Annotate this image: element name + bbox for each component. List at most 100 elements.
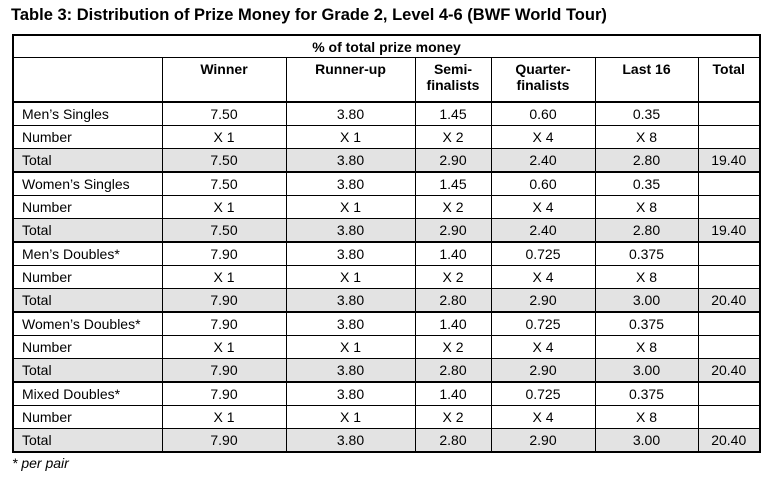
total-row: Total 7.90 3.80 2.80 2.90 3.00 20.40 [12,357,761,382]
table-cell: X 4 [490,194,596,219]
table-cell: 1.40 [414,380,492,406]
table-cell: 2.40 [490,217,596,242]
total-row: Total 7.50 3.80 2.90 2.40 2.80 19.40 [12,147,761,172]
event-row: Mixed Doubles* 7.90 3.80 1.40 0.725 0.375 [12,380,761,406]
table-cell: X 4 [490,334,596,359]
column-header-blank [12,57,163,102]
table-cell: 3.80 [285,357,416,382]
event-row: Women’s Doubles* 7.90 3.80 1.40 0.725 0.375 [12,310,761,336]
table-cell: 3.80 [285,287,416,312]
table-cell: 2.90 [414,147,492,172]
table-cell: X 1 [161,194,287,219]
table-cell [697,240,761,266]
row-label: Number [12,194,163,219]
row-label: Number [12,264,163,289]
table-cell [697,334,761,359]
table-cell: 3.00 [594,357,699,382]
table-cell: X 1 [285,264,416,289]
row-label: Number [12,124,163,149]
table-cell: 0.60 [490,170,596,196]
table-cell: 2.80 [414,357,492,382]
table-cell: 7.90 [161,310,287,336]
row-label: Total [12,217,163,242]
table-cell: 0.725 [490,380,596,406]
row-label: Number [12,334,163,359]
table-cell: 1.45 [414,100,492,126]
table-cell [697,264,761,289]
table-cell: 0.35 [594,170,699,196]
table-cell: 3.80 [285,217,416,242]
table-cell: 3.00 [594,287,699,312]
table-cell: 2.40 [490,147,596,172]
table-cell: X 1 [285,404,416,429]
table-cell: 7.90 [161,380,287,406]
column-header: Winner [161,57,287,102]
table-cell: 0.35 [594,100,699,126]
table-cell: 1.40 [414,310,492,336]
table-cell [697,194,761,219]
row-label: Men’s Singles [12,100,163,126]
column-header: Last 16 [594,57,699,102]
table-cell [697,380,761,406]
table-cell: 7.50 [161,217,287,242]
table-cell: 0.725 [490,240,596,266]
row-label: Women’s Singles [12,170,163,196]
table-cell: X 1 [285,334,416,359]
table-cell: X 1 [161,124,287,149]
table-cell: 2.90 [490,287,596,312]
table-header: % of total prize money Winner Runner-up Se… [12,34,761,102]
table-cell: 3.80 [285,310,416,336]
table-title: Table 3: Distribution of Prize Money for… [11,6,607,24]
row-label: Men’s Doubles* [12,240,163,266]
table-cell: X 1 [161,334,287,359]
table-cell: 3.80 [285,170,416,196]
table-cell: 3.80 [285,147,416,172]
table-cell: 0.375 [594,310,699,336]
table-cell: 0.725 [490,310,596,336]
total-row: Total 7.50 3.80 2.90 2.40 2.80 19.40 [12,217,761,242]
table-cell: X 1 [285,124,416,149]
total-row: Total 7.90 3.80 2.80 2.90 3.00 20.40 [12,427,761,452]
table-cell: 7.90 [161,427,287,452]
table-cell: 7.50 [161,147,287,172]
table-cell: 3.80 [285,240,416,266]
table-cell [697,170,761,196]
table-cell [697,100,761,126]
table-cell: X 1 [161,404,287,429]
event-row: Men’s Singles 7.50 3.80 1.45 0.60 0.35 [12,100,761,126]
table-cell: 0.60 [490,100,596,126]
event-row: Men’s Doubles* 7.90 3.80 1.40 0.725 0.375 [12,240,761,266]
table-cell: 1.45 [414,170,492,196]
super-header-row: % of total prize money [12,34,761,58]
table-cell: 20.40 [697,287,761,312]
table-cell: 2.90 [490,427,596,452]
table-body: Men’s Singles 7.50 3.80 1.45 0.60 0.35 Number X… [12,100,761,452]
table-cell: 3.80 [285,380,416,406]
table-cell: 3.00 [594,427,699,452]
table-cell: 7.50 [161,100,287,126]
table-cell: 7.90 [161,357,287,382]
table-cell: X 2 [414,404,492,429]
table-cell: 0.375 [594,380,699,406]
row-label: Number [12,404,163,429]
table-cell: X 1 [161,264,287,289]
table-cell: X 1 [285,194,416,219]
event-row: Women’s Singles 7.50 3.80 1.45 0.60 0.35 [12,170,761,196]
table-cell: 1.40 [414,240,492,266]
table-cell: X 8 [594,334,699,359]
table-cell: 19.40 [697,147,761,172]
table-cell: 7.50 [161,170,287,196]
column-header: Semi- finalists [414,57,492,102]
table-cell: X 2 [414,194,492,219]
table-cell [697,404,761,429]
table-cell: 0.375 [594,240,699,266]
row-label: Total [12,357,163,382]
table-cell: X 8 [594,124,699,149]
column-header: Quarter- finalists [490,57,596,102]
table-cell: X 2 [414,264,492,289]
super-header: % of total prize money [12,34,761,58]
row-label: Total [12,427,163,452]
